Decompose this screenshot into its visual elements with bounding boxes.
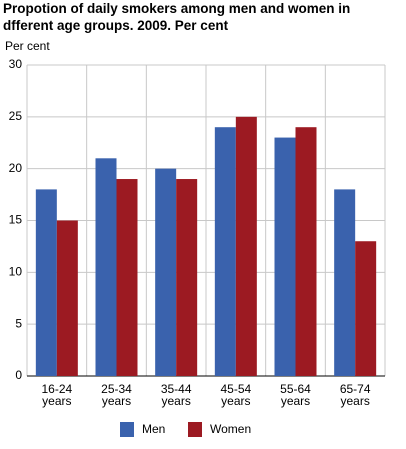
- x-tick-label-line: 16-24: [41, 382, 72, 396]
- bar: [155, 168, 177, 376]
- bar: [274, 137, 296, 376]
- legend-label: Men: [142, 422, 165, 436]
- bar: [334, 189, 356, 376]
- x-tick-label-line: 35-44: [161, 382, 192, 396]
- bar: [95, 158, 117, 376]
- x-tick-label-line: 45-54: [220, 382, 251, 396]
- x-tick-label: 25-34 years: [101, 382, 132, 408]
- x-tick-label-line: years: [340, 394, 369, 408]
- x-tick-label: 65-74 years: [340, 382, 371, 408]
- bar: [35, 189, 57, 376]
- bar: [116, 179, 138, 376]
- y-tick-label: 0: [15, 368, 22, 382]
- legend-label: Women: [210, 422, 251, 436]
- x-tick-label: 55-64 years: [280, 382, 311, 408]
- x-tick-label: 35-44 years: [161, 382, 192, 408]
- legend-swatch: [188, 422, 202, 437]
- x-tick-label-line: 55-64: [280, 382, 311, 396]
- x-tick-label-line: years: [102, 394, 131, 408]
- y-tick-label: 25: [9, 109, 23, 123]
- x-tick-label-line: years: [281, 394, 310, 408]
- bar: [176, 179, 198, 376]
- bar: [214, 127, 236, 376]
- x-tick-label: 45-54 years: [220, 382, 251, 408]
- bar: [355, 241, 377, 376]
- y-tick-label: 5: [15, 316, 22, 330]
- bar: [235, 116, 257, 376]
- y-tick-label: 15: [9, 213, 23, 227]
- x-tick-label-line: years: [161, 394, 190, 408]
- x-tick-label-line: years: [221, 394, 250, 408]
- legend-swatch: [120, 422, 134, 437]
- chart-title: Propotion of daily smokers among men and…: [3, 1, 351, 33]
- x-tick-label-line: 65-74: [340, 382, 371, 396]
- y-axis-label: Per cent: [5, 39, 50, 53]
- y-tick-label: 10: [9, 265, 23, 279]
- bar: [295, 127, 317, 376]
- y-tick-label: 20: [9, 161, 23, 175]
- x-tick-label-line: years: [42, 394, 71, 408]
- bar: [56, 220, 78, 376]
- x-tick-label-line: 25-34: [101, 382, 132, 396]
- y-tick-label: 30: [9, 57, 23, 71]
- x-tick-label: 16-24 years: [41, 382, 72, 408]
